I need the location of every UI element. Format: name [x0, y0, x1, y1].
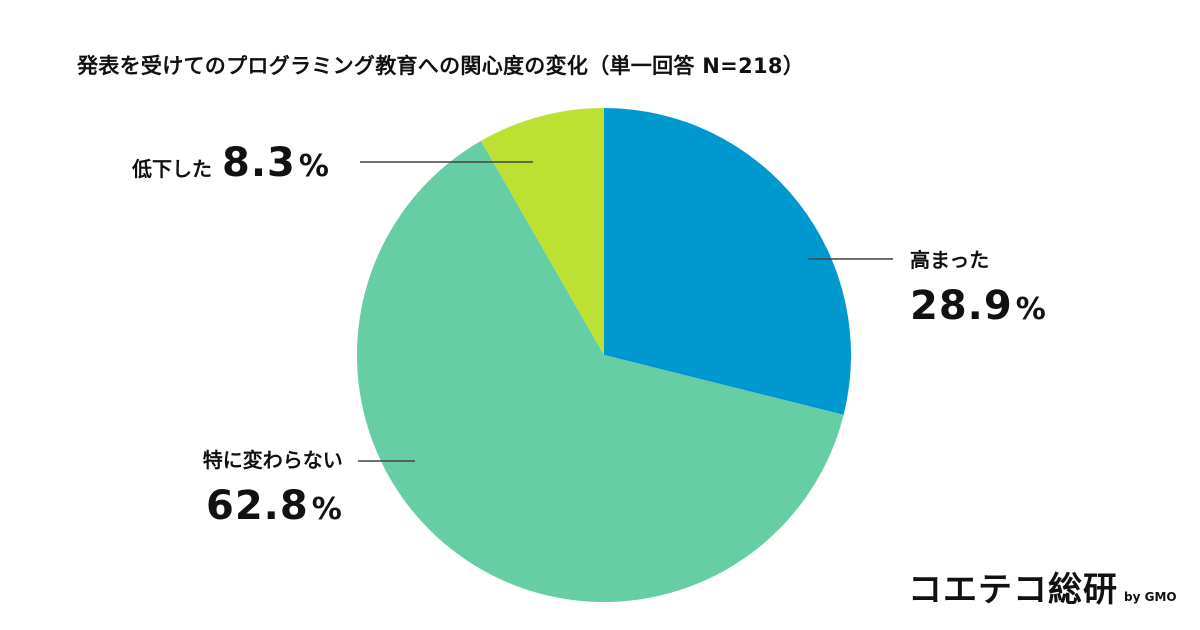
chart-title: 発表を受けてのプログラミング教育への関心度の変化（単一回答 N=218） — [77, 54, 805, 78]
percent-value-high: 28.9 — [910, 283, 1013, 329]
brand-by-gmo: by GMO — [1124, 590, 1177, 604]
pie-slice-low — [480, 108, 604, 355]
brand-logo: コエテコ総研 by GMO — [908, 562, 1177, 611]
percent-sign-same: % — [311, 492, 343, 527]
percent-value-low: 8.3 — [222, 140, 296, 186]
percent-label-same: 62.8% — [206, 483, 343, 529]
label-same: 特に変わらない 62.8% — [168, 444, 343, 529]
percent-sign-low: % — [298, 149, 330, 184]
pie-slice-same — [356, 140, 844, 602]
percent-label-high: 28.9% — [910, 283, 1047, 329]
pie-slice-high — [604, 108, 851, 415]
label-high: 高まった 28.9% — [910, 244, 1047, 329]
brand-name: コエテコ総研 — [908, 570, 1118, 610]
percent-label-low: 8.3% — [222, 140, 330, 186]
percent-sign-high: % — [1015, 292, 1047, 327]
percent-value-same: 62.8 — [206, 483, 309, 529]
category-label-same: 特に変わらない — [202, 448, 343, 472]
category-label-low: 低下した — [132, 157, 212, 181]
category-label-high: 高まった — [910, 248, 990, 272]
label-low: 低下した 8.3% — [132, 140, 330, 186]
